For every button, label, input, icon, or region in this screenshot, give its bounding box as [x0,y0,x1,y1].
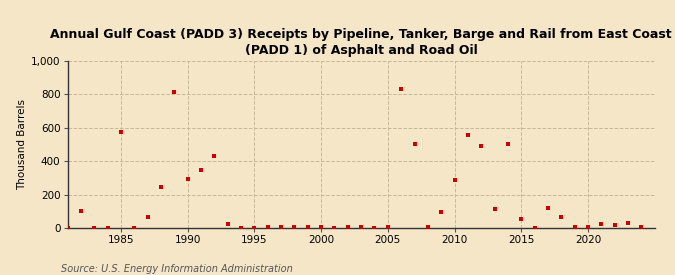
Point [209,154,220,158]
Point [342,225,353,230]
Point [142,215,153,219]
Point [369,226,380,230]
Point [249,226,260,230]
Point [543,206,554,210]
Point [289,225,300,230]
Point [356,225,367,230]
Point [129,226,140,230]
Point [275,225,286,230]
Point [182,177,193,181]
Point [596,222,607,226]
Point [169,90,180,95]
Point [423,225,433,230]
Point [316,225,327,230]
Point [409,142,420,147]
Point [476,144,487,148]
Point [556,215,567,219]
Point [489,207,500,211]
Point [155,185,166,189]
Point [583,225,593,230]
Point [610,223,620,227]
Point [62,226,73,230]
Point [462,133,473,137]
Point [436,210,447,214]
Point [263,225,273,230]
Text: Source: U.S. Energy Information Administration: Source: U.S. Energy Information Administ… [61,264,292,274]
Point [529,226,540,230]
Point [449,177,460,182]
Point [102,226,113,230]
Point [502,142,513,147]
Title: Annual Gulf Coast (PADD 3) Receipts by Pipeline, Tanker, Barge and Rail from Eas: Annual Gulf Coast (PADD 3) Receipts by P… [51,28,672,57]
Point [569,224,580,229]
Point [302,225,313,230]
Point [383,225,394,230]
Point [636,225,647,230]
Point [196,168,207,173]
Point [89,226,100,230]
Point [329,226,340,230]
Point [115,130,126,134]
Point [622,221,633,226]
Point [222,222,233,226]
Point [76,209,86,214]
Point [236,226,246,230]
Point [516,217,526,221]
Point [396,87,406,91]
Y-axis label: Thousand Barrels: Thousand Barrels [17,99,27,190]
